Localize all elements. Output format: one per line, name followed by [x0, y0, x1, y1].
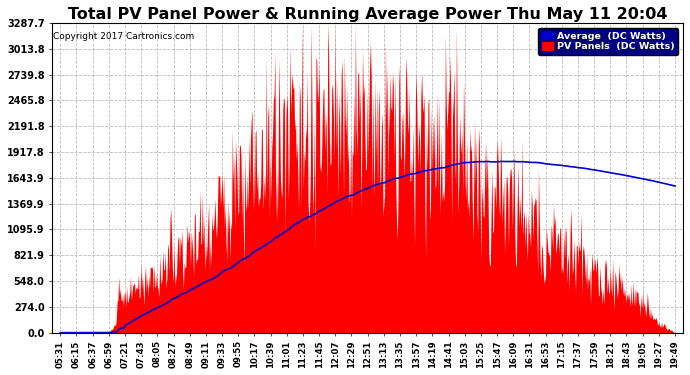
Text: Copyright 2017 Cartronics.com: Copyright 2017 Cartronics.com	[53, 32, 194, 41]
Title: Total PV Panel Power & Running Average Power Thu May 11 20:04: Total PV Panel Power & Running Average P…	[68, 7, 667, 22]
Legend: Average  (DC Watts), PV Panels  (DC Watts): Average (DC Watts), PV Panels (DC Watts)	[538, 28, 678, 55]
